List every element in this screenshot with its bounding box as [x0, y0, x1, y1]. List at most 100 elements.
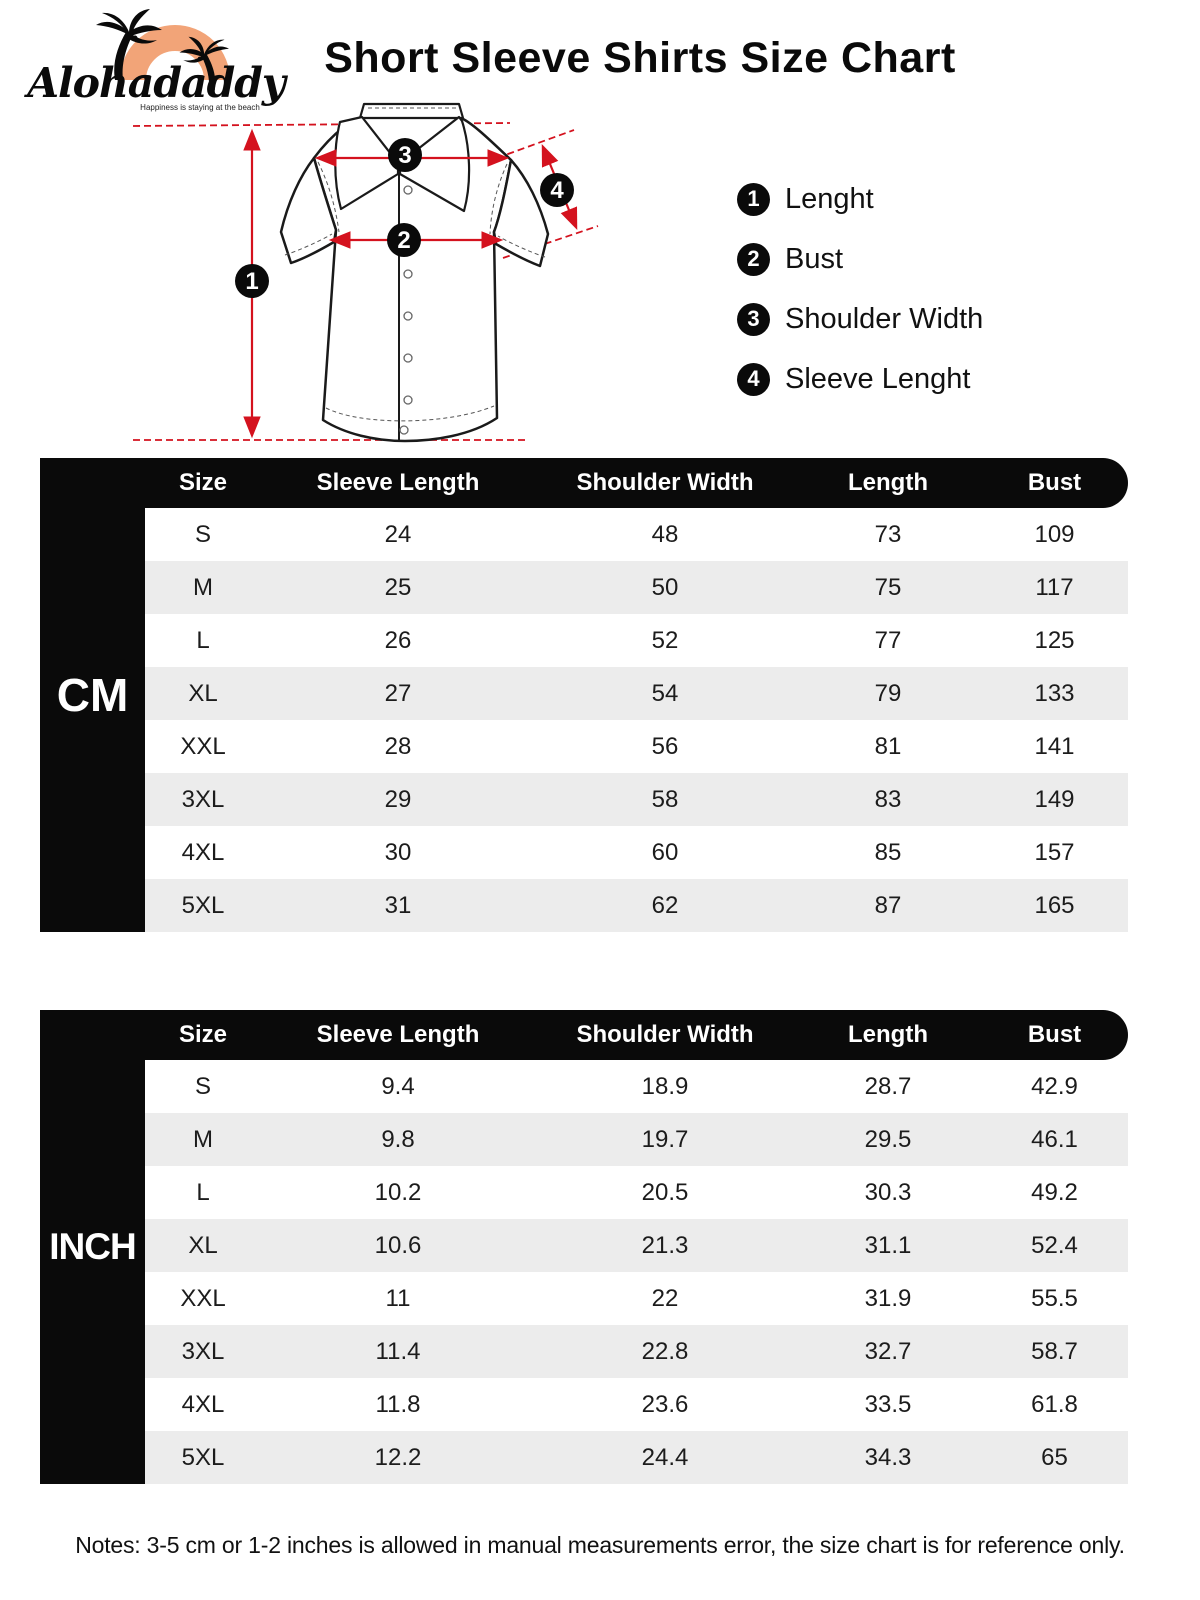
- legend-badge-3: 3: [737, 302, 770, 336]
- table-row: XXL 11 22 31.9 55.5: [145, 1272, 1128, 1325]
- cell-size: XL: [188, 679, 218, 707]
- cell-length: 81: [874, 732, 902, 760]
- cell-size: S: [194, 520, 211, 548]
- cell-sleeve-length: 12.2: [374, 1443, 422, 1471]
- cell-shoulder-width: 48: [651, 520, 679, 548]
- legend-label-length: Lenght: [785, 182, 874, 215]
- legend-label-bust: Bust: [785, 242, 844, 275]
- cell-size: L: [196, 626, 210, 654]
- header-shoulder-width: Shoulder Width: [576, 469, 754, 496]
- table-row: S 9.4 18.9 28.7 42.9: [145, 1060, 1128, 1113]
- cell-bust: 46.1: [1031, 1125, 1078, 1153]
- cell-sleeve-length: 28: [384, 732, 412, 760]
- cell-size: M: [193, 1125, 213, 1153]
- measure-guide-lines: [132, 122, 599, 441]
- cell-size: M: [193, 573, 213, 601]
- cell-size: 5XL: [181, 891, 225, 919]
- cell-bust: 157: [1034, 838, 1075, 866]
- header-size: Size: [178, 1021, 228, 1048]
- cell-length: 30.3: [864, 1178, 912, 1206]
- cell-bust: 49.2: [1031, 1178, 1078, 1206]
- cell-sleeve-length: 27: [384, 679, 412, 707]
- cell-sleeve-length: 30: [384, 838, 412, 866]
- cell-sleeve-length: 9.8: [381, 1125, 415, 1153]
- cell-sleeve-length: 24: [384, 520, 412, 548]
- cell-size: XL: [188, 1231, 218, 1259]
- header-bust: Bust: [1027, 469, 1082, 496]
- cell-bust: 52.4: [1031, 1231, 1078, 1259]
- cell-sleeve-length: 29: [384, 785, 412, 813]
- header-length: Length: [848, 469, 928, 496]
- cell-bust: 109: [1034, 520, 1075, 548]
- cell-size: 5XL: [181, 1443, 225, 1471]
- cell-shoulder-width: 20.5: [641, 1178, 689, 1206]
- cell-length: 75: [874, 573, 902, 601]
- cell-shoulder-width: 23.6: [641, 1390, 689, 1418]
- table-row: 5XL 12.2 24.4 34.3 65: [145, 1431, 1128, 1484]
- cell-sleeve-length: 26: [384, 626, 412, 654]
- legend-label-sleeve-length: Sleeve Lenght: [785, 362, 971, 395]
- cell-shoulder-width: 50: [651, 573, 679, 601]
- cell-bust: 55.5: [1031, 1284, 1078, 1312]
- cell-length: 87: [874, 891, 902, 919]
- measure-arrows: [243, 128, 578, 439]
- table-row: 3XL 29 58 83 149: [145, 773, 1128, 826]
- table-row: 4XL 11.8 23.6 33.5 61.8: [145, 1378, 1128, 1431]
- cell-bust: 65: [1041, 1443, 1068, 1471]
- cell-shoulder-width: 62: [651, 891, 679, 919]
- cm-table-body: S 24 48 73 109 M 25 50 75 117: [145, 508, 1128, 932]
- measurement-legend: 1 Lenght 2 Bust 3 Shoulder Width 4 Sleev…: [737, 180, 983, 420]
- table-row: M 9.8 19.7 29.5 46.1: [145, 1113, 1128, 1166]
- legend-item-length: 1 Lenght: [737, 180, 983, 218]
- cell-sleeve-length: 10.6: [374, 1231, 422, 1259]
- cell-size: 4XL: [181, 1390, 225, 1418]
- inch-table-header: Size Sleeve Length Shoulder Width Length…: [145, 1010, 1128, 1060]
- legend-badge-1: 1: [737, 182, 770, 216]
- badge-3: 3: [398, 142, 411, 169]
- cell-shoulder-width: 24.4: [641, 1443, 689, 1471]
- cell-sleeve-length: 10.2: [374, 1178, 422, 1206]
- cell-shoulder-width: 22: [651, 1284, 679, 1312]
- notes-text: Notes: 3-5 cm or 1-2 inches is allowed i…: [75, 1532, 1125, 1558]
- legend-item-shoulder-width: 3 Shoulder Width: [737, 300, 983, 338]
- cell-size: 3XL: [181, 785, 225, 813]
- header-bust: Bust: [1027, 1021, 1082, 1048]
- cell-shoulder-width: 52: [651, 626, 679, 654]
- inch-table-body: S 9.4 18.9 28.7 42.9 M 9.8 19.7 29.5 46.…: [145, 1060, 1128, 1484]
- cell-length: 83: [874, 785, 902, 813]
- header-sleeve-length: Sleeve Length: [316, 469, 480, 496]
- cell-size: 3XL: [181, 1337, 225, 1365]
- cell-size: XXL: [180, 732, 226, 760]
- brand-name: Alohadaddy: [23, 59, 289, 107]
- cell-shoulder-width: 21.3: [641, 1231, 689, 1259]
- cell-length: 28.7: [864, 1072, 912, 1100]
- badge-2: 2: [397, 227, 410, 254]
- table-row: XL 10.6 21.3 31.1 52.4: [145, 1219, 1128, 1272]
- table-row: XXL 28 56 81 141: [145, 720, 1128, 773]
- table-row: L 26 52 77 125: [145, 614, 1128, 667]
- cell-shoulder-width: 60: [651, 838, 679, 866]
- cell-sleeve-length: 11.4: [375, 1337, 421, 1365]
- cell-length: 85: [874, 838, 902, 866]
- table-row: M 25 50 75 117: [145, 561, 1128, 614]
- sun-arc-icon: [120, 25, 230, 81]
- inch-unit-label: INCH: [40, 1010, 145, 1484]
- cell-size: S: [194, 1072, 211, 1100]
- cell-length: 33.5: [864, 1390, 912, 1418]
- badge-4: 4: [550, 177, 564, 204]
- header-length: Length: [848, 1021, 928, 1048]
- cell-length: 77: [874, 626, 902, 654]
- table-row: 4XL 30 60 85 157: [145, 826, 1128, 879]
- legend-item-sleeve-length: 4 Sleeve Lenght: [737, 360, 983, 398]
- shirt-drawing: [279, 102, 550, 443]
- header-size: Size: [178, 469, 228, 496]
- table-row: S 24 48 73 109: [145, 508, 1128, 561]
- cell-length: 34.3: [864, 1443, 912, 1471]
- cell-bust: 165: [1034, 891, 1075, 919]
- cell-shoulder-width: 58: [651, 785, 679, 813]
- cell-bust: 61.8: [1031, 1390, 1078, 1418]
- cell-shoulder-width: 22.8: [641, 1337, 689, 1365]
- inch-size-table: INCH Size Sleeve Length Shoulder Width L…: [40, 1010, 1128, 1484]
- table-row: 5XL 31 62 87 165: [145, 879, 1128, 932]
